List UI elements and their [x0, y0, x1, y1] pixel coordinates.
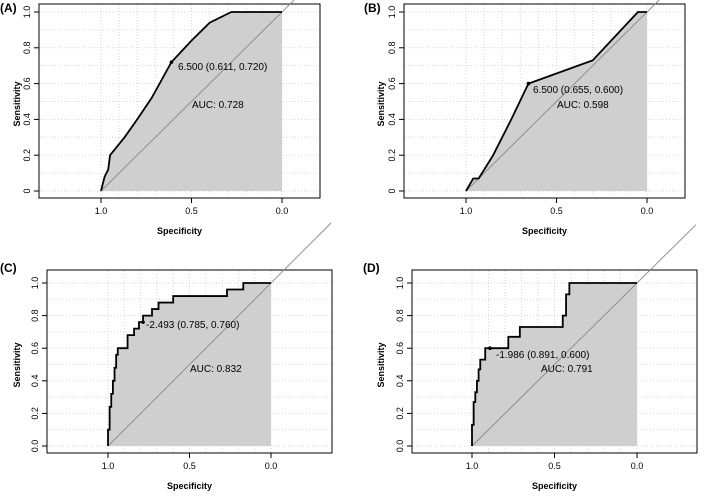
roc-curve [471, 282, 637, 446]
reference-diagonal [100, 0, 295, 192]
y-tick-label: 0.2 [22, 149, 32, 162]
x-tick-label: 0.0 [641, 206, 654, 216]
y-tick-label: 1.0 [30, 277, 40, 290]
y-tick-label: 0.0 [395, 440, 405, 453]
x-axis-title: Specificity [532, 481, 577, 491]
x-tick-label: 0.0 [276, 206, 289, 216]
y-tick-label: 0.4 [30, 375, 40, 388]
y-tick-label: 0 [387, 188, 397, 193]
threshold-point [488, 346, 492, 351]
auc-label: AUC: 0.728 [192, 100, 244, 111]
y-axis-title: Sensitivity [12, 81, 22, 126]
y-tick-label: 1.0 [22, 6, 32, 19]
y-axis-title: Sensitivity [376, 342, 386, 387]
x-tick-label: 0.5 [185, 206, 198, 216]
y-tick-label: 0.8 [395, 309, 405, 322]
roc-curve [465, 11, 647, 192]
roc-panel: -2.493 (0.785, 0.760) AUC: 0.832 0.0 0.2 0.4… [0, 222, 333, 491]
y-tick-label: 0.4 [22, 113, 32, 126]
x-axis-title: Specificity [167, 481, 212, 491]
panel-label: (A) [0, 1, 17, 15]
y-tick-label: 0.8 [22, 42, 32, 55]
y-tick-label: 0.4 [395, 375, 405, 388]
threshold-point [141, 320, 145, 324]
y-tick-label: 0.8 [30, 309, 40, 322]
roc-panel: 6.500 (0.655, 0.600) AUC: 0.598 0 0.2 0.4 0.6… [364, 0, 686, 236]
threshold-label: 6.500 (0.655, 0.600) [533, 85, 623, 96]
y-tick-label: 0.2 [30, 407, 40, 420]
y-tick-label: 0.4 [387, 113, 397, 126]
roc-curve [107, 282, 271, 446]
y-tick-label: 0.6 [30, 342, 40, 355]
threshold-label: -2.493 (0.785, 0.760) [146, 320, 239, 331]
x-tick-label: 0.5 [183, 461, 196, 471]
x-tick-label: 0.5 [550, 206, 563, 216]
x-tick-label: 1.0 [102, 461, 115, 471]
y-tick-label: 0.2 [395, 407, 405, 420]
y-tick-label: 0.6 [22, 77, 32, 90]
threshold-label: -1.986 (0.891, 0.600) [496, 350, 589, 361]
x-axis-title: Specificity [522, 226, 567, 236]
y-tick-label: 0 [22, 188, 32, 193]
panel-label: (D) [363, 261, 380, 275]
threshold-label: 6.500 (0.611, 0.720) [178, 62, 267, 73]
auc-label: AUC: 0.598 [557, 100, 609, 111]
reference-diagonal [465, 0, 660, 192]
auc-label: AUC: 0.791 [541, 364, 593, 375]
roc-panel: -1.986 (0.891, 0.600) AUC: 0.791 0.0 0.2 0.4… [363, 224, 698, 491]
roc-curve [100, 11, 282, 192]
x-tick-label: 0.0 [265, 461, 278, 471]
reference-diagonal [107, 222, 332, 447]
x-tick-label: 0.0 [631, 461, 644, 471]
x-tick-label: 1.0 [95, 206, 108, 216]
panel-label: (B) [364, 1, 381, 15]
x-tick-label: 0.5 [548, 461, 561, 471]
y-tick-label: 1.0 [395, 277, 405, 290]
threshold-point [526, 81, 531, 86]
y-tick-label: 1.0 [387, 6, 397, 19]
x-axis-title: Specificity [157, 226, 202, 236]
y-axis-title: Sensitivity [12, 342, 22, 387]
x-tick-label: 1.0 [460, 206, 473, 216]
y-tick-label: 0.6 [387, 77, 397, 90]
auc-label: AUC: 0.832 [190, 364, 242, 375]
y-axis-title: Sensitivity [376, 81, 386, 126]
panel-label: (C) [0, 261, 17, 275]
y-tick-label: 0.0 [30, 440, 40, 453]
y-tick-label: 0.6 [395, 342, 405, 355]
roc-panel: 6.500 (0.611, 0.720) AUC: 0.728 0 0.2 0.4 0.6… [0, 0, 321, 236]
x-tick-label: 1.0 [466, 461, 479, 471]
y-tick-label: 0.8 [387, 42, 397, 55]
threshold-point [169, 60, 174, 64]
reference-diagonal [471, 224, 697, 447]
y-tick-label: 0.2 [387, 149, 397, 162]
